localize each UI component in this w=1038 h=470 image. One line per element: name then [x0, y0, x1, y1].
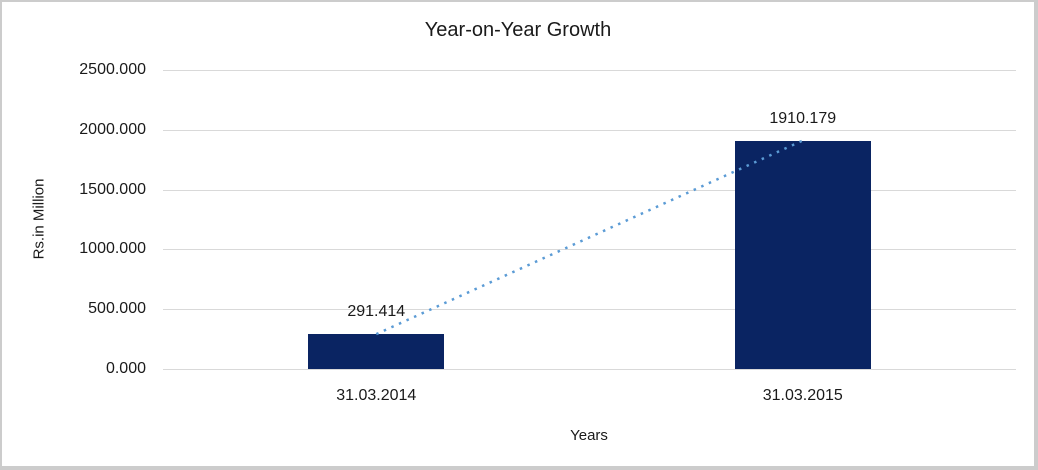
bar-31.03.2014	[308, 334, 445, 369]
y-tick-label: 1500.000	[79, 180, 146, 198]
chart-title: Year-on-Year Growth	[424, 19, 612, 41]
gridline	[163, 70, 1016, 71]
y-tick-label: 500.000	[88, 300, 146, 318]
y-tick-label: 2000.000	[79, 120, 146, 138]
y-tick-label: 0.000	[105, 360, 146, 377]
gridline	[163, 129, 1016, 131]
gridline	[163, 249, 1016, 251]
gridline	[163, 309, 1016, 311]
bar-31.03.2015	[734, 140, 871, 369]
x-axis-title: Years	[570, 427, 608, 444]
data-label: 291.414	[347, 303, 406, 321]
plot-area: 291.414 1910.179	[163, 70, 1016, 370]
gridline	[163, 189, 1016, 191]
gridline	[163, 369, 1016, 370]
data-label: 1910.179	[769, 109, 837, 127]
trendline	[375, 139, 804, 336]
x-tick-label: 31.03.2015	[762, 387, 843, 404]
x-tick-label: 31.03.2014	[336, 387, 417, 404]
y-tick-label: 2500.000	[79, 61, 146, 78]
y-tick-label: 1000.000	[79, 240, 146, 258]
